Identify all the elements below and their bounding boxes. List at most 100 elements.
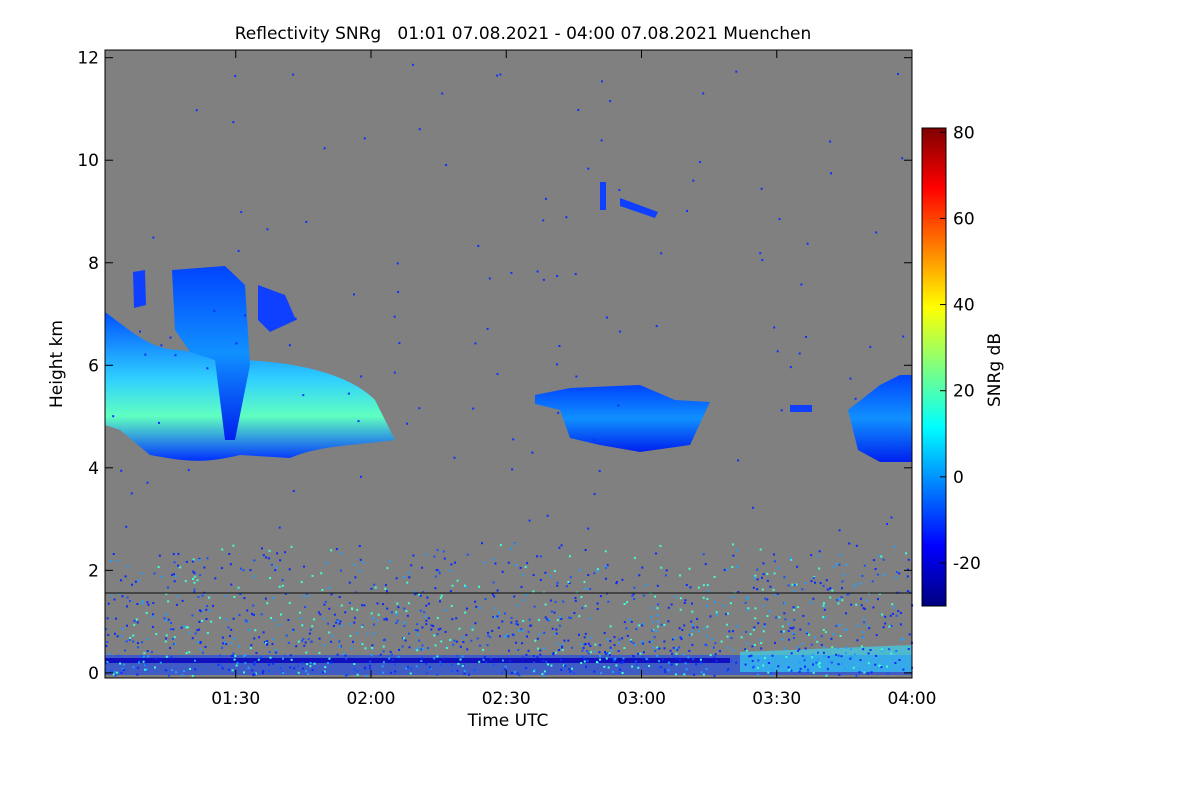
speckle-dot: [663, 623, 666, 626]
speckle-dot: [478, 606, 481, 609]
speckle-dot: [136, 642, 139, 644]
speckle-dot: [788, 669, 791, 671]
speckle-dot: [193, 581, 196, 584]
speckle-dot: [354, 576, 357, 579]
speckle-dot: [274, 648, 277, 651]
speckle-dot: [443, 557, 446, 560]
speckle-dot: [837, 602, 840, 605]
speckle-dot: [784, 618, 787, 621]
speckle-dot: [843, 667, 846, 670]
speckle-dot: [346, 673, 349, 676]
speckle-dot: [242, 655, 245, 658]
speckle-dot: [891, 603, 894, 606]
speckle-dot: [268, 549, 271, 552]
speckle-dot: [179, 566, 182, 569]
colorbar-tick-label: 40: [953, 296, 975, 316]
speckle-dot: [804, 665, 806, 668]
speckle-dot: [323, 147, 326, 150]
speckle-dot: [835, 653, 838, 656]
speckle-dot: [618, 189, 621, 191]
speckle-dot: [613, 644, 616, 647]
speckle-dot: [610, 649, 613, 652]
speckle-dot: [516, 623, 519, 626]
speckle-dot: [762, 664, 765, 667]
speckle-dot: [562, 664, 565, 667]
speckle-dot: [845, 563, 848, 566]
speckle-dot: [663, 647, 666, 650]
speckle-dot: [850, 603, 853, 606]
speckle-dot: [184, 580, 187, 583]
speckle-dot: [683, 624, 686, 627]
speckle-dot: [897, 73, 899, 75]
speckle-dot: [894, 650, 897, 653]
speckle-dot: [648, 640, 651, 643]
speckle-dot: [147, 655, 150, 658]
speckle-dot: [817, 555, 820, 558]
speckle-dot: [599, 654, 601, 657]
speckle-dot: [778, 218, 781, 220]
speckle-dot: [804, 657, 807, 660]
speckle-dot: [221, 548, 224, 551]
y-tick-label: 0: [88, 664, 99, 684]
speckle-dot: [654, 650, 657, 653]
speckle-dot: [679, 636, 682, 639]
speckle-dot: [448, 569, 451, 572]
speckle-dot: [436, 655, 439, 658]
speckle-dot: [196, 629, 199, 632]
speckle-dot: [401, 645, 404, 648]
speckle-dot: [463, 670, 466, 673]
speckle-dot: [712, 646, 715, 649]
speckle-dot: [144, 668, 147, 671]
speckle-dot: [614, 657, 617, 660]
speckle-dot: [309, 662, 312, 664]
speckle-dot: [120, 671, 123, 674]
speckle-dot: [846, 593, 849, 596]
speckle-dot: [813, 577, 815, 580]
speckle-dot: [746, 642, 749, 645]
speckle-dot: [714, 642, 717, 645]
speckle-dot: [719, 650, 721, 653]
speckle-dot: [262, 631, 265, 634]
speckle-dot: [660, 666, 663, 669]
speckle-dot: [839, 635, 842, 637]
speckle-dot: [732, 554, 735, 557]
speckle-dot: [206, 632, 209, 635]
speckle-dot: [790, 652, 793, 655]
speckle-dot: [515, 564, 518, 567]
speckle-dot: [835, 563, 838, 566]
speckle-dot: [790, 669, 793, 672]
speckle-dot: [785, 656, 788, 658]
speckle-dot: [532, 574, 535, 577]
speckle-dot: [658, 660, 660, 663]
speckle-dot: [513, 595, 516, 598]
speckle-dot: [704, 563, 707, 566]
speckle-dot: [340, 624, 343, 627]
speckle-dot: [503, 668, 506, 671]
speckle-dot: [145, 668, 148, 671]
speckle-dot: [777, 665, 780, 668]
speckle-dot: [307, 673, 310, 676]
speckle-dot: [584, 549, 587, 551]
speckle-dot: [203, 592, 206, 595]
speckle-dot: [275, 566, 278, 569]
speckle-dot: [233, 658, 236, 661]
speckle-dot: [823, 602, 825, 605]
speckle-dot: [682, 653, 685, 656]
speckle-dot: [615, 582, 618, 585]
speckle-dot: [556, 275, 559, 277]
speckle-dot: [227, 626, 230, 629]
speckle-dot: [806, 242, 809, 245]
speckle-dot: [736, 565, 738, 568]
speckle-dot: [642, 622, 645, 625]
speckle-dot: [692, 626, 695, 629]
speckle-dot: [159, 661, 162, 664]
speckle-dot: [541, 672, 544, 675]
speckle-dot: [230, 628, 233, 631]
speckle-dot: [269, 656, 272, 659]
speckle-dot: [618, 672, 621, 674]
speckle-dot: [536, 270, 539, 273]
speckle-dot: [268, 651, 271, 654]
speckle-dot: [606, 638, 609, 641]
speckle-dot: [676, 657, 679, 660]
speckle-dot: [875, 231, 878, 234]
